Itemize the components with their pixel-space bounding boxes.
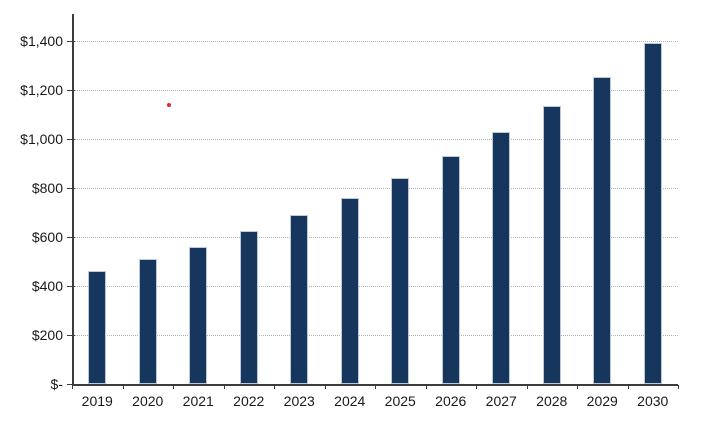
- bar-2028: [542, 105, 561, 384]
- gridline-1400: [72, 41, 678, 42]
- gridline-200: [72, 335, 678, 336]
- bar-2027: [492, 131, 511, 384]
- x-axis-tick: [577, 385, 578, 389]
- x-axis-tick-label: 2024: [334, 393, 366, 409]
- x-axis-tick: [173, 385, 174, 389]
- y-axis-tick-label: $400: [31, 278, 63, 294]
- y-axis-tick-label: $600: [31, 229, 63, 245]
- x-axis-tick-label: 2020: [132, 393, 164, 409]
- x-axis-tick-label: 2022: [233, 393, 265, 409]
- bar-2020: [138, 259, 157, 384]
- x-axis-tick: [627, 385, 629, 389]
- y-axis-tick-label: $1,000: [20, 131, 63, 147]
- x-axis-tick: [72, 385, 73, 389]
- y-axis-tick-label: $1,200: [20, 82, 63, 98]
- gridline-800: [72, 188, 678, 189]
- bar-2022: [239, 230, 258, 384]
- x-axis-tick-label: 2021: [182, 393, 214, 409]
- bar-2023: [290, 214, 309, 384]
- y-axis-tick: [67, 139, 75, 140]
- y-axis-tick: [67, 41, 75, 42]
- x-axis-tick: [223, 385, 225, 389]
- x-axis-tick-label: 2028: [536, 393, 568, 409]
- bar-2019: [88, 271, 107, 384]
- y-axis-tick: [67, 286, 75, 287]
- y-axis-tick: [67, 237, 75, 238]
- y-axis-tick-label: $-: [50, 376, 63, 392]
- x-axis-tick: [425, 385, 427, 389]
- bar-2025: [391, 178, 410, 384]
- bar-2026: [441, 156, 460, 384]
- x-axis-tick-label: 2023: [283, 393, 315, 409]
- gridline-600: [72, 237, 678, 238]
- x-axis-tick: [274, 385, 275, 389]
- y-axis-tick: [67, 90, 75, 91]
- stray-red-dot: [167, 103, 171, 107]
- gridline-400: [72, 286, 678, 287]
- gridline-1000: [72, 139, 678, 140]
- x-axis-tick-label: 2027: [485, 393, 517, 409]
- x-axis-tick-label: 2019: [81, 393, 113, 409]
- bar-2024: [340, 197, 359, 384]
- bar-2030: [643, 43, 662, 384]
- gridline-1200: [72, 90, 678, 91]
- y-axis-tick: [67, 384, 75, 385]
- x-axis-tick-label: 2030: [637, 393, 669, 409]
- bar-2029: [593, 76, 612, 384]
- x-axis-tick: [122, 385, 124, 389]
- x-axis-tick: [678, 385, 679, 389]
- x-axis-tick: [324, 385, 326, 389]
- y-axis-tick-label: $1,400: [20, 33, 63, 49]
- x-axis-tick-label: 2029: [586, 393, 618, 409]
- x-axis-tick: [476, 385, 477, 389]
- y-axis-tick-label: $200: [31, 327, 63, 343]
- y-axis-line: [72, 14, 74, 386]
- x-axis-line: [72, 384, 678, 386]
- y-axis-tick: [67, 188, 75, 189]
- x-axis-tick-label: 2025: [384, 393, 416, 409]
- x-axis-tick: [526, 385, 528, 389]
- y-axis-tick: [67, 335, 75, 336]
- x-axis-tick-label: 2026: [435, 393, 467, 409]
- y-axis-tick-label: $800: [31, 180, 63, 196]
- bar-2021: [189, 246, 208, 384]
- x-axis-tick: [375, 385, 376, 389]
